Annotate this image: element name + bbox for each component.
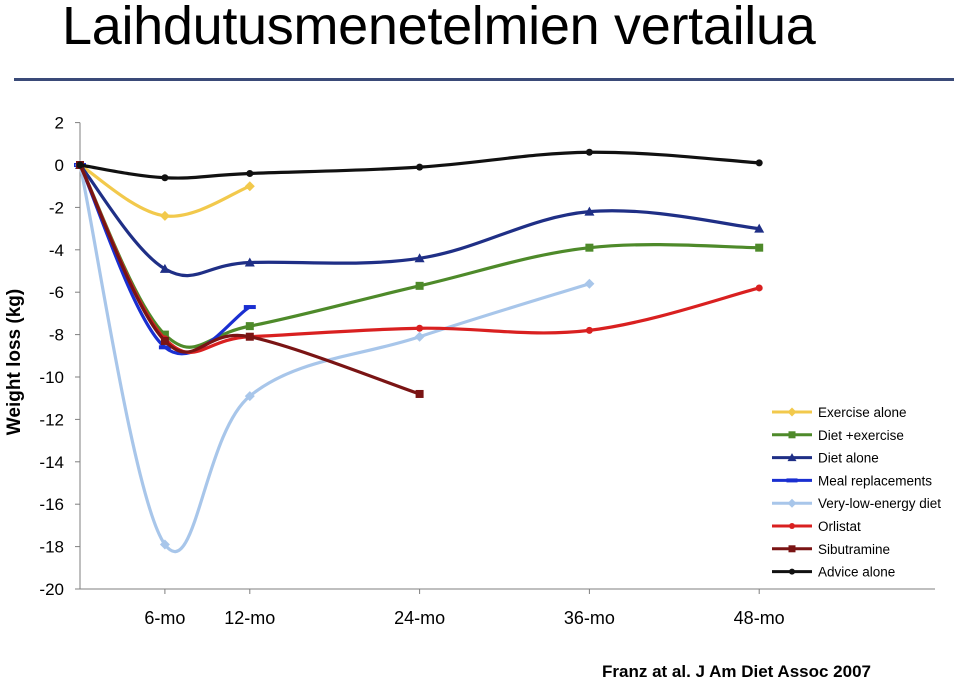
data-point — [755, 243, 764, 252]
y-tick-label: -14 — [39, 453, 64, 472]
legend-label: Meal replacements — [818, 473, 932, 488]
legend-label: Exercise alone — [818, 405, 907, 420]
y-tick-label: -8 — [49, 326, 64, 345]
data-point — [755, 284, 763, 292]
y-tick-label: -12 — [39, 410, 64, 429]
data-point — [76, 161, 84, 169]
legend-marker — [787, 498, 797, 508]
x-tick-label: 48-mo — [734, 608, 785, 628]
x-tick-label: 12-mo — [224, 608, 275, 628]
data-point — [160, 336, 169, 345]
legend-item: Sibutramine — [772, 542, 890, 557]
series-line — [78, 163, 761, 278]
data-point — [161, 174, 169, 182]
data-point — [414, 331, 425, 342]
data-point — [585, 326, 593, 334]
legend-item: Diet alone — [772, 451, 879, 466]
data-point — [584, 206, 595, 216]
legend-item: Advice alone — [772, 565, 895, 580]
title-divider — [14, 78, 954, 81]
legend-label: Diet alone — [818, 451, 879, 466]
legend-marker — [787, 407, 797, 417]
legend-label: Advice alone — [818, 565, 895, 580]
data-point — [159, 210, 170, 221]
y-tick-label: -4 — [49, 241, 64, 260]
page-title: Laihdutusmenetelmien vertailua — [62, 0, 816, 56]
series-very-low-energy-diet — [75, 160, 595, 554]
legend-marker — [786, 478, 798, 483]
legend-item: Exercise alone — [772, 405, 907, 420]
series-line — [78, 163, 252, 218]
data-point — [415, 281, 424, 290]
data-point — [159, 539, 170, 550]
data-point — [416, 324, 424, 332]
legend-marker — [789, 568, 795, 575]
series-line — [78, 163, 761, 349]
y-tick-label: -2 — [49, 198, 64, 217]
legend-label: Sibutramine — [818, 542, 890, 557]
data-point — [160, 330, 169, 339]
legend-item: Very-low-energy diet — [772, 496, 941, 511]
series-sibutramine — [76, 161, 424, 398]
series-advice-alone — [76, 148, 763, 182]
legend-item: Meal replacements — [772, 473, 932, 488]
y-tick-label: -6 — [49, 283, 64, 302]
data-point — [415, 389, 424, 398]
data-point — [159, 263, 170, 273]
source-citation: Franz at al. J Am Diet Assoc 2007 — [602, 662, 871, 681]
data-point — [158, 345, 171, 350]
data-point — [244, 181, 255, 192]
y-tick-label: -18 — [39, 538, 64, 557]
y-tick-label: -20 — [39, 580, 64, 599]
data-point — [754, 223, 765, 233]
series-diet-alone — [75, 160, 765, 278]
chart-series — [74, 148, 765, 554]
legend-marker — [789, 523, 795, 529]
legend-label: Very-low-energy diet — [818, 496, 941, 511]
data-point — [584, 278, 595, 289]
data-point — [245, 322, 254, 331]
legend-marker — [788, 545, 796, 553]
legend-marker — [787, 453, 797, 462]
x-tick-label: 24-mo — [394, 608, 445, 628]
y-tick-label: 0 — [55, 156, 64, 175]
legend-marker — [788, 431, 796, 439]
series-line — [78, 163, 422, 396]
chart-legend: Exercise alone Diet +exercise Diet alone Me… — [772, 405, 941, 580]
x-tick-label: 36-mo — [564, 608, 615, 628]
data-point — [246, 169, 254, 177]
data-point — [755, 159, 763, 167]
legend-label: Diet +exercise — [818, 428, 904, 443]
data-point — [416, 163, 424, 171]
chart-axes: 2 0 -2 -4 -6 -8 -10 -12 -14 -16 -18 -20 6-mo 12-mo 24-… — [39, 114, 935, 628]
data-point — [245, 332, 254, 341]
legend-item: Diet +exercise — [772, 428, 904, 443]
y-tick-label: -10 — [39, 368, 64, 387]
legend-item: Orlistat — [772, 519, 861, 534]
data-point — [585, 243, 594, 252]
series-line — [78, 163, 591, 554]
data-point — [243, 305, 256, 310]
data-point — [585, 148, 593, 156]
data-point — [244, 257, 255, 267]
y-axis-label: Weight loss (kg) — [4, 289, 25, 435]
series-line — [78, 163, 252, 356]
series-meal-replacements — [74, 163, 256, 356]
x-tick-label: 6-mo — [144, 608, 185, 628]
y-tick-label: 2 — [55, 114, 64, 133]
y-tick-label: -16 — [39, 495, 64, 514]
data-point — [414, 253, 425, 263]
data-point — [244, 391, 255, 402]
legend-label: Orlistat — [818, 519, 861, 534]
